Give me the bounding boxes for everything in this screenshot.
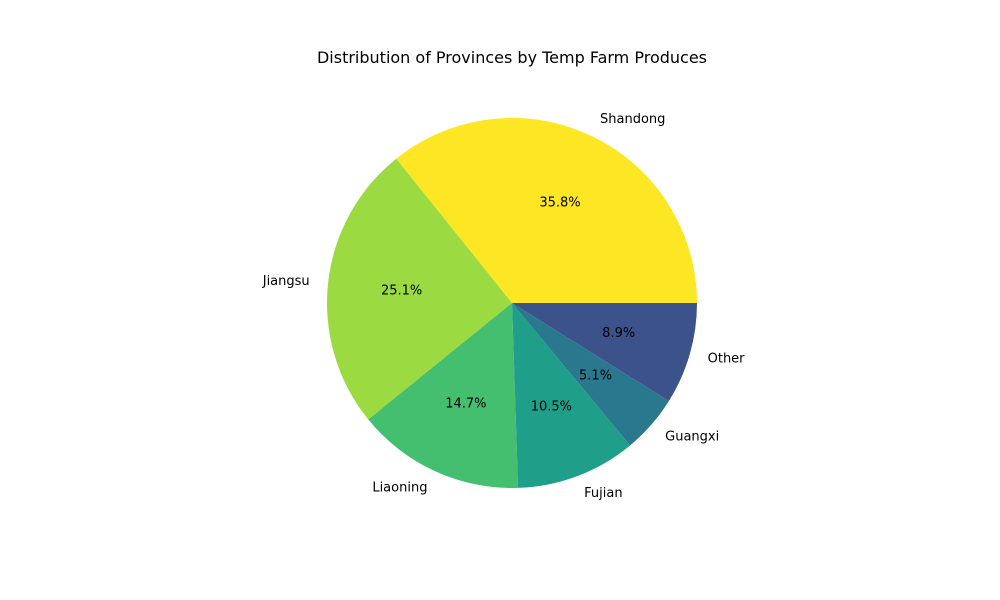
slice-label-other: Other <box>708 352 746 367</box>
pie-slice-liaoning <box>368 303 519 489</box>
pie-slices <box>326 117 697 489</box>
pie-slice-shandong <box>396 117 697 304</box>
pct-label-fujian: 10.5% <box>531 399 572 414</box>
slice-label-shandong: Shandong <box>600 112 665 127</box>
pct-label-jiangsu: 25.1% <box>381 284 422 299</box>
pct-label-liaoning: 14.7% <box>445 396 486 411</box>
percentage-labels: 35.8% 25.1% 14.7% 10.5% 5.1% 8.9% <box>381 195 635 414</box>
pct-label-shandong: 35.8% <box>539 195 580 210</box>
slice-labels: Shandong Jiangsu Liaoning Fujian Guangxi Othe… <box>262 112 745 501</box>
pct-label-other: 8.9% <box>602 326 635 341</box>
slice-label-guangxi: Guangxi <box>665 429 719 444</box>
pct-label-guangxi: 5.1% <box>579 369 612 384</box>
slice-label-fujian: Fujian <box>584 486 622 501</box>
pie-slice-guangxi <box>512 303 669 446</box>
pie-slice-other <box>512 303 697 402</box>
pie-slice-fujian <box>512 303 631 488</box>
pie-slice-jiangsu <box>326 158 512 420</box>
chart-title: Distribution of Provinces by Temp Farm P… <box>317 48 707 67</box>
slice-label-liaoning: Liaoning <box>372 481 427 496</box>
slice-label-jiangsu: Jiangsu <box>262 274 310 289</box>
